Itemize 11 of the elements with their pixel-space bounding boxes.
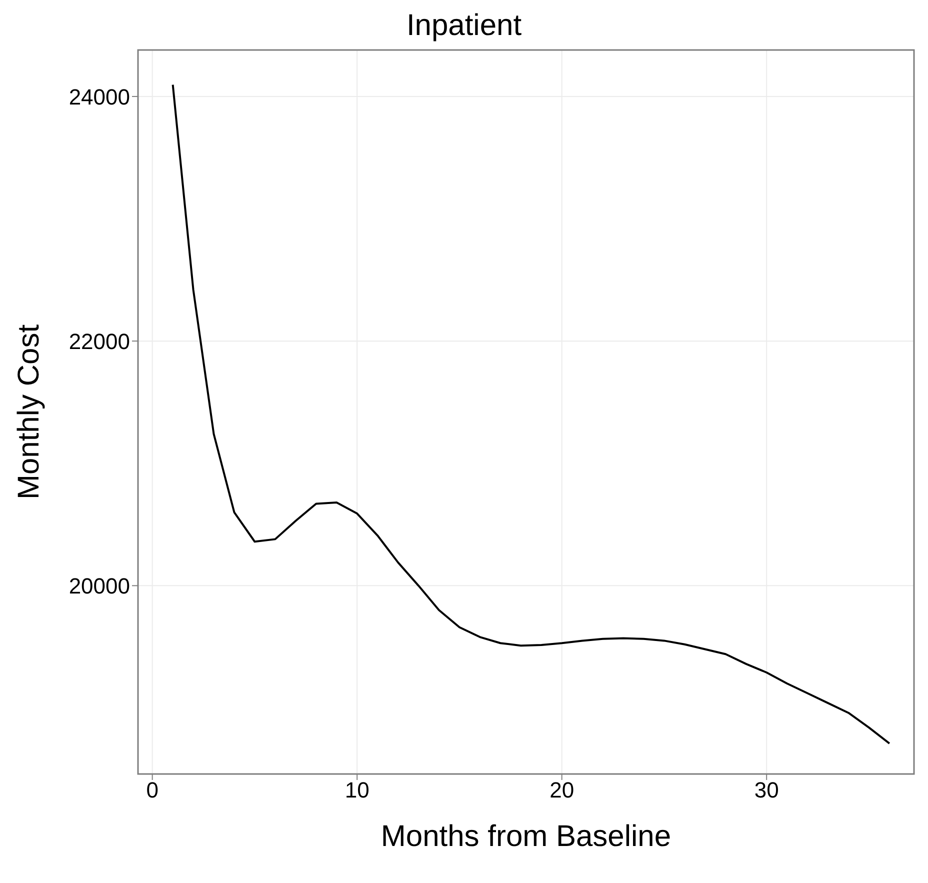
y-tick-label: 24000 — [68, 84, 130, 110]
x-tick-label: 20 — [550, 778, 574, 803]
y-tick-label: 22000 — [68, 328, 130, 354]
x-tick-label: 10 — [344, 778, 370, 803]
chart-title: Inpatient — [405, 8, 523, 44]
y-axis-title: Monthly Cost — [12, 324, 46, 500]
y-tick-label: 20000 — [68, 573, 130, 598]
x-tick-label: 0 — [146, 778, 158, 803]
x-axis-title: Months from Baseline — [380, 820, 672, 853]
line-series — [172, 84, 890, 744]
x-tick-label: 30 — [754, 778, 779, 803]
